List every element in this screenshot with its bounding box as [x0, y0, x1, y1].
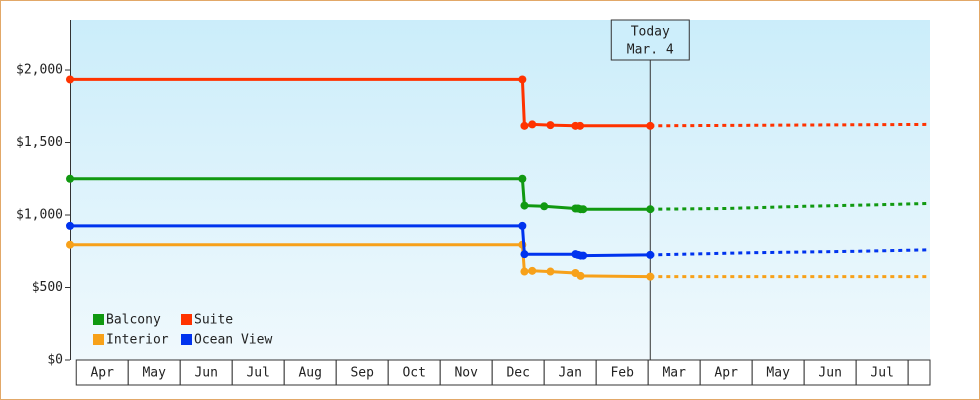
x-tick-label: Nov [454, 366, 478, 381]
x-tick-cell [387, 359, 441, 386]
price-point [66, 221, 74, 230]
legend-swatch [93, 334, 104, 345]
price-point [518, 174, 527, 183]
x-tick-cell [855, 359, 909, 386]
today-box [610, 19, 690, 61]
x-tick-cell [751, 359, 805, 386]
x-tick-cell [543, 359, 597, 386]
legend-label: Interior [106, 333, 169, 348]
y-tick-label: $500 [32, 280, 63, 295]
price-point [646, 250, 655, 259]
today-date: Mar. 4 [627, 43, 674, 58]
price-point [520, 201, 529, 210]
forecast-line [650, 248, 931, 257]
price-point [528, 266, 537, 275]
price-point [520, 250, 529, 259]
x-axis-end-cell [907, 359, 931, 386]
forecast-line [650, 122, 931, 128]
legend-swatch [93, 314, 104, 325]
x-tick-label: Jan [558, 366, 581, 381]
x-tick-label: Mar [662, 366, 686, 381]
price-point [520, 267, 529, 276]
x-tick-label: Sep [350, 366, 374, 381]
y-tick-label: $0 [47, 353, 63, 368]
price-point [576, 271, 585, 280]
price-point [518, 221, 527, 230]
forecast-line [650, 201, 931, 211]
x-tick-label: Feb [610, 366, 634, 381]
x-tick-label: Apr [90, 366, 114, 381]
price-point [518, 75, 527, 84]
y-tick-label: $1,500 [16, 135, 63, 150]
x-tick-cell [803, 359, 857, 386]
price-point [66, 174, 74, 183]
legend-label: Balcony [106, 313, 161, 328]
x-tick-cell [647, 359, 701, 386]
x-tick-cell [491, 359, 545, 386]
legend-label: Suite [194, 313, 233, 328]
x-tick-cell [699, 359, 753, 386]
x-tick-label: Jul [870, 366, 893, 381]
x-tick-label: Dec [506, 366, 529, 381]
x-tick-cell [595, 359, 649, 386]
legend: Balcony Suite Interior Ocean View [93, 313, 272, 348]
price-point [520, 121, 529, 130]
legend-swatch [181, 334, 192, 345]
x-tick-label: Apr [714, 366, 738, 381]
price-point [528, 120, 537, 129]
y-tick-label: $1,000 [16, 208, 63, 223]
x-tick-cell [283, 359, 337, 386]
plot-area [70, 20, 930, 360]
today-label: Today [631, 25, 670, 40]
x-tick-label: Oct [402, 366, 425, 381]
x-tick-label: Jul [246, 366, 269, 381]
price-point [646, 205, 655, 214]
price-point [66, 240, 74, 249]
price-point [546, 121, 555, 130]
price-point [646, 121, 655, 130]
x-tick-label: Jun [194, 366, 217, 381]
price-point [546, 267, 555, 276]
x-tick-label: May [766, 366, 790, 381]
price-point [66, 75, 74, 84]
price-point [579, 251, 588, 260]
price-point [646, 272, 655, 281]
y-tick-label: $2,000 [16, 63, 63, 78]
x-tick-label: May [142, 366, 166, 381]
price-point [576, 121, 585, 130]
x-tick-label: Jun [818, 366, 841, 381]
price-point [540, 202, 549, 211]
price-point [579, 205, 588, 214]
legend-swatch [181, 314, 192, 325]
legend-label: Ocean View [194, 333, 272, 348]
x-tick-label: Aug [298, 366, 321, 381]
x-tick-cell [335, 359, 389, 386]
